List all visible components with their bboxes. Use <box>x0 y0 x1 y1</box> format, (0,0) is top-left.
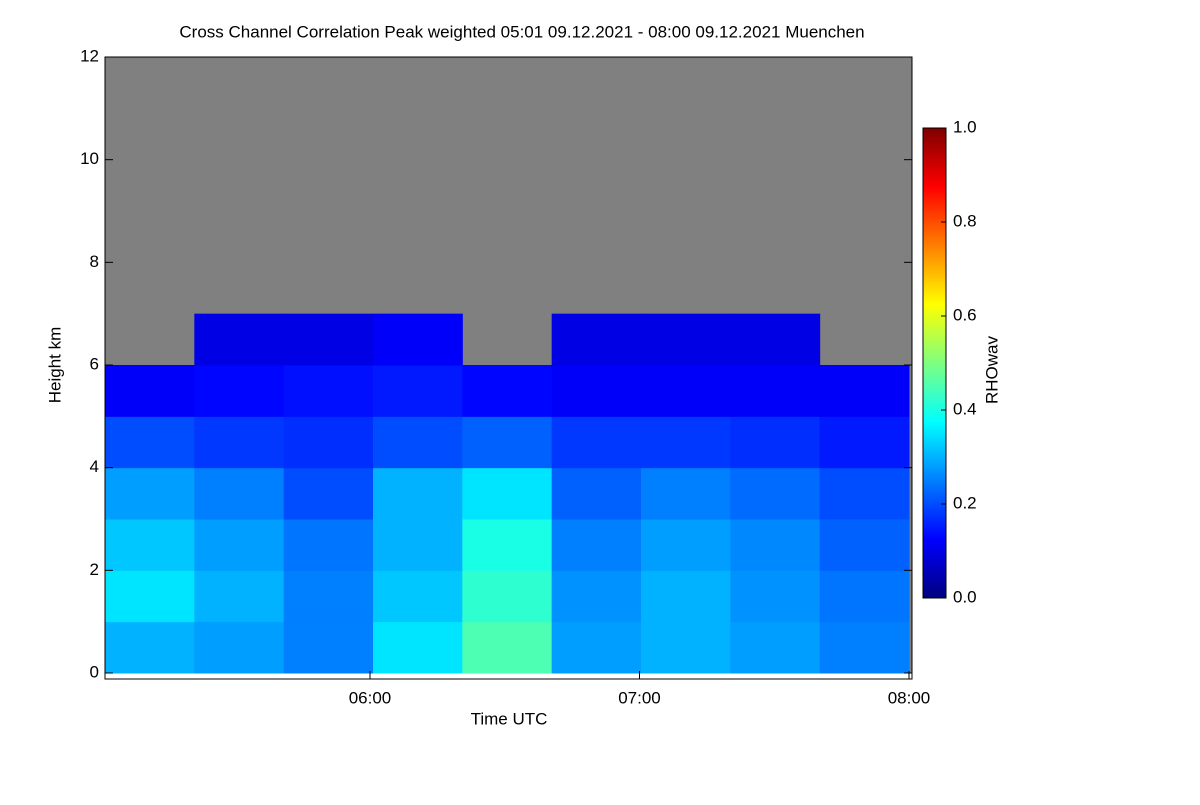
heat-cell <box>462 519 553 571</box>
heat-cell <box>730 313 821 366</box>
heat-cell <box>105 621 195 674</box>
heat-cell <box>373 467 463 520</box>
heat-cell <box>641 570 731 623</box>
y-tick-label: 8 <box>90 252 99 271</box>
colorbar-tick-label: 0.2 <box>953 493 977 512</box>
heat-cell <box>194 365 285 417</box>
heat-cell <box>819 416 910 469</box>
y-tick-label: 2 <box>90 560 99 579</box>
heat-cell <box>641 313 731 366</box>
heat-cell <box>283 621 374 674</box>
heat-cell <box>641 519 731 571</box>
heat-cell <box>641 365 731 417</box>
heat-cell <box>730 365 821 417</box>
colorbar-tick-label: 0.8 <box>953 211 977 230</box>
heat-cell <box>819 365 910 417</box>
heat-cell <box>105 519 195 571</box>
heat-cell <box>819 570 910 623</box>
heat-cell <box>283 570 374 623</box>
heat-cell <box>462 570 553 623</box>
heat-cell <box>551 467 642 520</box>
heat-cell <box>194 416 285 469</box>
heat-cell <box>283 416 374 469</box>
colorbar-label: RHOwav <box>982 335 1001 404</box>
heat-cell <box>819 519 910 571</box>
heat-cell <box>194 621 285 674</box>
heat-cell <box>105 416 195 469</box>
heat-cell <box>373 519 463 571</box>
colorbar-tick-label: 0.0 <box>953 587 977 606</box>
heat-cell <box>730 519 821 571</box>
heat-cell <box>462 365 553 417</box>
heat-cell <box>819 621 910 674</box>
heat-cell <box>551 519 642 571</box>
heat-cell <box>819 467 910 520</box>
heat-cell <box>551 570 642 623</box>
heat-cell <box>105 467 195 520</box>
heat-cell <box>462 621 553 674</box>
heat-cell <box>462 467 553 520</box>
chart-title: Cross Channel Correlation Peak weighted … <box>179 22 864 41</box>
heat-cell <box>551 365 642 417</box>
heat-cell <box>373 365 463 417</box>
heat-cell <box>730 621 821 674</box>
colorbar-tick-label: 0.4 <box>953 399 977 418</box>
y-tick-label: 6 <box>90 354 99 373</box>
heat-cell <box>730 416 821 469</box>
heat-cell <box>641 416 731 469</box>
heat-cell <box>730 467 821 520</box>
heat-cell <box>551 416 642 469</box>
heat-cell <box>551 313 642 366</box>
x-tick-label: 06:00 <box>349 688 392 707</box>
heat-cell <box>105 570 195 623</box>
plot-frame <box>104 56 913 680</box>
colorbar-tick-label: 0.6 <box>953 305 977 324</box>
y-tick-label: 12 <box>80 46 99 65</box>
x-tick-label: 07:00 <box>618 688 661 707</box>
heat-cell <box>105 365 195 417</box>
heat-cell <box>194 519 285 571</box>
heat-cell <box>641 621 731 674</box>
heat-cell <box>373 621 463 674</box>
colorbar <box>922 127 947 599</box>
heat-cell <box>283 365 374 417</box>
y-tick-label: 10 <box>80 149 99 168</box>
heat-cell <box>283 467 374 520</box>
heat-cell <box>641 467 731 520</box>
heat-cell <box>194 313 285 366</box>
heat-cell <box>730 570 821 623</box>
y-axis-label: Height km <box>45 327 64 404</box>
colorbar-tick-label: 1.0 <box>953 117 977 136</box>
heat-cell <box>373 416 463 469</box>
heat-cell <box>373 313 463 366</box>
y-tick-label: 0 <box>90 662 99 681</box>
heat-cell <box>373 570 463 623</box>
heat-cell <box>283 313 374 366</box>
heat-cell <box>194 570 285 623</box>
x-axis-label: Time UTC <box>471 709 548 728</box>
heat-cell <box>283 519 374 571</box>
heat-cell <box>194 467 285 520</box>
heat-cell <box>551 621 642 674</box>
heat-cell <box>462 416 553 469</box>
x-tick-label: 08:00 <box>888 688 931 707</box>
y-tick-label: 4 <box>90 457 99 476</box>
